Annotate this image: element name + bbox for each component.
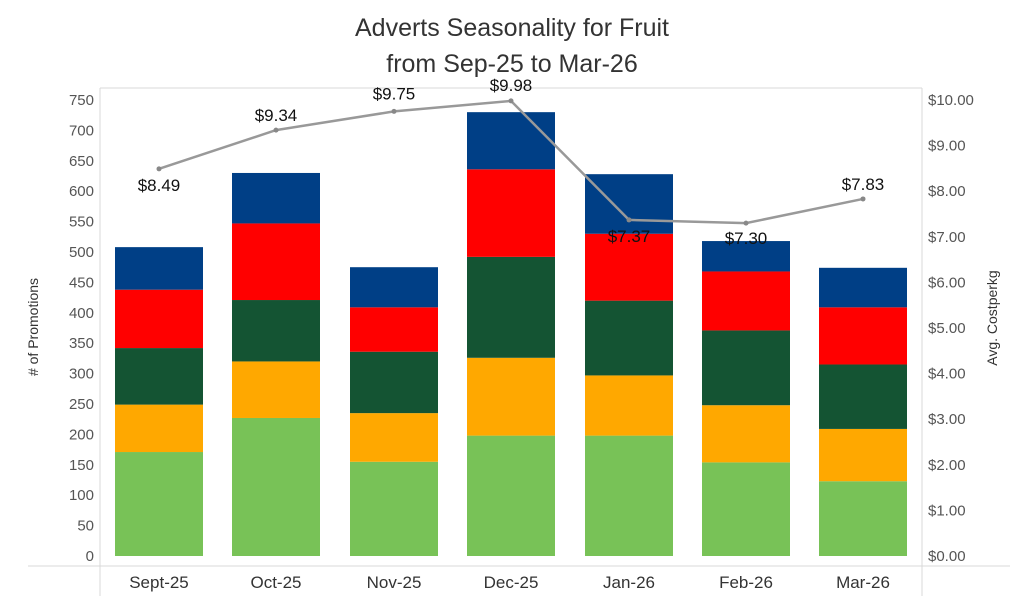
y2-tick-label: $7.00 [928,229,966,246]
y2-axis-title: Avg. Costperkg [984,270,1000,365]
y-tick-label: 150 [69,457,94,474]
bar-segment [585,435,673,556]
x-tick-label: Jan-26 [603,573,655,592]
cost-point [508,98,514,104]
bar-segment [467,435,555,556]
bar-segment [819,267,907,308]
y2-tick-label: $8.00 [928,183,966,200]
cost-data-label: $9.75 [373,84,416,103]
y2-axis-ticks: $0.00 $1.00 $2.00 $3.00 $4.00 $5.00 $6.00 $7.00… [928,92,974,565]
bar-segment [115,247,203,290]
cost-point [273,127,279,133]
bar-segment [467,357,555,436]
bar-segment [819,364,907,429]
bar-segment [350,307,438,352]
bar-segment [702,271,790,331]
y-axis-ticks: 0 50 100 150 200 250 300 350 400 450 500 550 600 650 7… [69,92,94,565]
cost-point [860,196,866,202]
y-tick-label: 50 [77,518,94,535]
bar-segment [350,267,438,308]
bar-segment [585,375,673,436]
y-tick-label: 650 [69,153,94,170]
bar-segment [585,300,673,376]
bar-segment [232,361,320,418]
bar-segment [232,223,320,301]
y-tick-label: 600 [69,183,94,200]
bar-segment [232,300,320,362]
bar-segment [115,404,203,453]
x-tick-label: Feb-26 [719,573,773,592]
bar-segment [702,241,790,272]
cost-point [391,108,397,114]
y2-tick-label: $0.00 [928,548,966,565]
cost-data-label: $7.30 [725,229,768,248]
bar-segment [232,172,320,224]
y-tick-label: 700 [69,122,94,139]
x-tick-label: Oct-25 [250,573,301,592]
bar-segment [232,417,320,556]
y-tick-label: 400 [69,305,94,322]
y-tick-label: 200 [69,426,94,443]
cost-point [626,217,632,223]
bars-layer [115,112,907,556]
bar-segment [585,174,673,234]
y2-tick-label: $10.00 [928,92,974,109]
bar-segment [467,169,555,257]
bar-segment [819,428,907,482]
x-tick-label: Dec-25 [484,573,539,592]
y2-tick-label: $9.00 [928,138,966,155]
cost-data-label: $7.83 [842,175,885,194]
bar-segment [115,452,203,556]
bar-segment [819,307,907,365]
bar-segment [350,461,438,556]
bar-segment [585,233,673,301]
x-tick-label: Sept-25 [129,573,189,592]
x-tick-label: Mar-26 [836,573,890,592]
y2-tick-label: $4.00 [928,366,966,383]
y-axis-title: # of Promotions [25,278,41,376]
plot-frame [28,87,1010,596]
bar-segment [115,348,203,405]
y2-tick-label: $2.00 [928,457,966,474]
bar-segment [467,256,555,358]
cost-line-layer: $8.49 $9.34 $9.75 $9.98 $7.37 $7.30 $7.83 [138,76,885,248]
chart-subtitle: from Sep-25 to Mar-26 [386,50,638,78]
bar-segment [702,405,790,463]
y2-tick-label: $1.00 [928,502,966,519]
y-tick-label: 250 [69,396,94,413]
bar-segment [350,351,438,414]
x-tick-label: Nov-25 [367,573,422,592]
cost-data-label: $9.34 [255,106,298,125]
category-labels: Sept-25 Oct-25 Nov-25 Dec-25 Jan-26 Feb-26 Mar… [129,573,890,592]
y-tick-label: 350 [69,335,94,352]
bar-segment [467,112,555,170]
y-tick-label: 300 [69,366,94,383]
cost-point [743,220,749,226]
cost-data-label: $7.37 [608,227,651,246]
bar-segment [819,481,907,556]
y-tick-label: 0 [86,548,94,565]
y2-tick-label: $3.00 [928,411,966,428]
chart-title: Adverts Seasonality for Fruit [355,14,669,42]
bar-segment [702,330,790,406]
y-tick-label: 550 [69,214,94,231]
bar-segment [350,413,438,462]
bar-segment [115,289,203,349]
cost-data-label: $9.98 [490,76,533,95]
y-tick-label: 100 [69,487,94,504]
bar-segment [702,462,790,556]
cost-data-label: $8.49 [138,176,181,195]
cost-point [156,166,162,172]
y-tick-label: 500 [69,244,94,261]
y-tick-label: 450 [69,274,94,291]
y2-tick-label: $6.00 [928,274,966,291]
y2-tick-label: $5.00 [928,320,966,337]
y-tick-label: 750 [69,92,94,109]
